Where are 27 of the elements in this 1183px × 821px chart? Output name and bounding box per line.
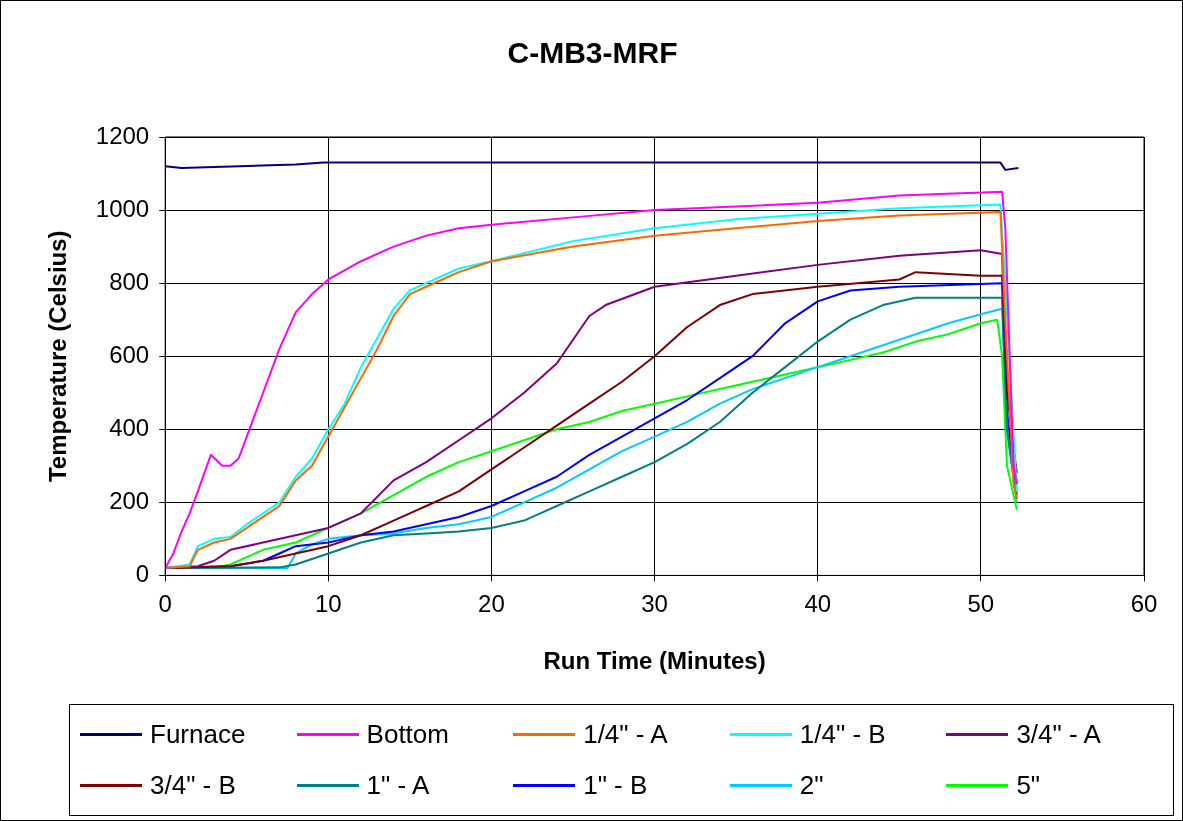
x-tick-label: 20 <box>478 590 505 618</box>
x-tick-label: 30 <box>641 590 668 618</box>
y-tick-label: 400 <box>109 413 150 441</box>
x-tick-label: 0 <box>158 590 172 618</box>
x-axis-title: Run Time (Minutes) <box>543 647 766 675</box>
y-tick-label: 800 <box>109 267 150 295</box>
x-tick-label: 40 <box>804 590 832 618</box>
y-axis-title: Temperature (Celsius) <box>44 230 72 483</box>
legend-label: Bottom <box>366 719 449 750</box>
x-tick-label: 50 <box>967 590 995 618</box>
legend-label: 3/4" - B <box>150 770 236 801</box>
legend-label: 3/4" - A <box>1016 719 1101 750</box>
y-tick-label: 1000 <box>95 194 150 222</box>
x-tick-label: 60 <box>1130 590 1158 618</box>
y-tick-label: 200 <box>109 486 150 514</box>
y-tick-label: 1200 <box>95 121 150 149</box>
legend-label: 1" - A <box>366 770 430 801</box>
legend-label: 2" <box>799 770 824 801</box>
y-tick-label: 600 <box>109 340 150 368</box>
x-tick-label: 10 <box>314 590 342 618</box>
legend-label: 1/4" - A <box>583 719 668 750</box>
y-tick-label: 0 <box>135 560 150 588</box>
legend-label: Furnace <box>150 719 246 750</box>
legend-label: 1" - B <box>583 770 648 801</box>
legend-label: 5" <box>1016 770 1041 801</box>
legend-label: 1/4" - B <box>799 719 886 750</box>
chart-title: C-MB3-MRF <box>507 36 678 70</box>
